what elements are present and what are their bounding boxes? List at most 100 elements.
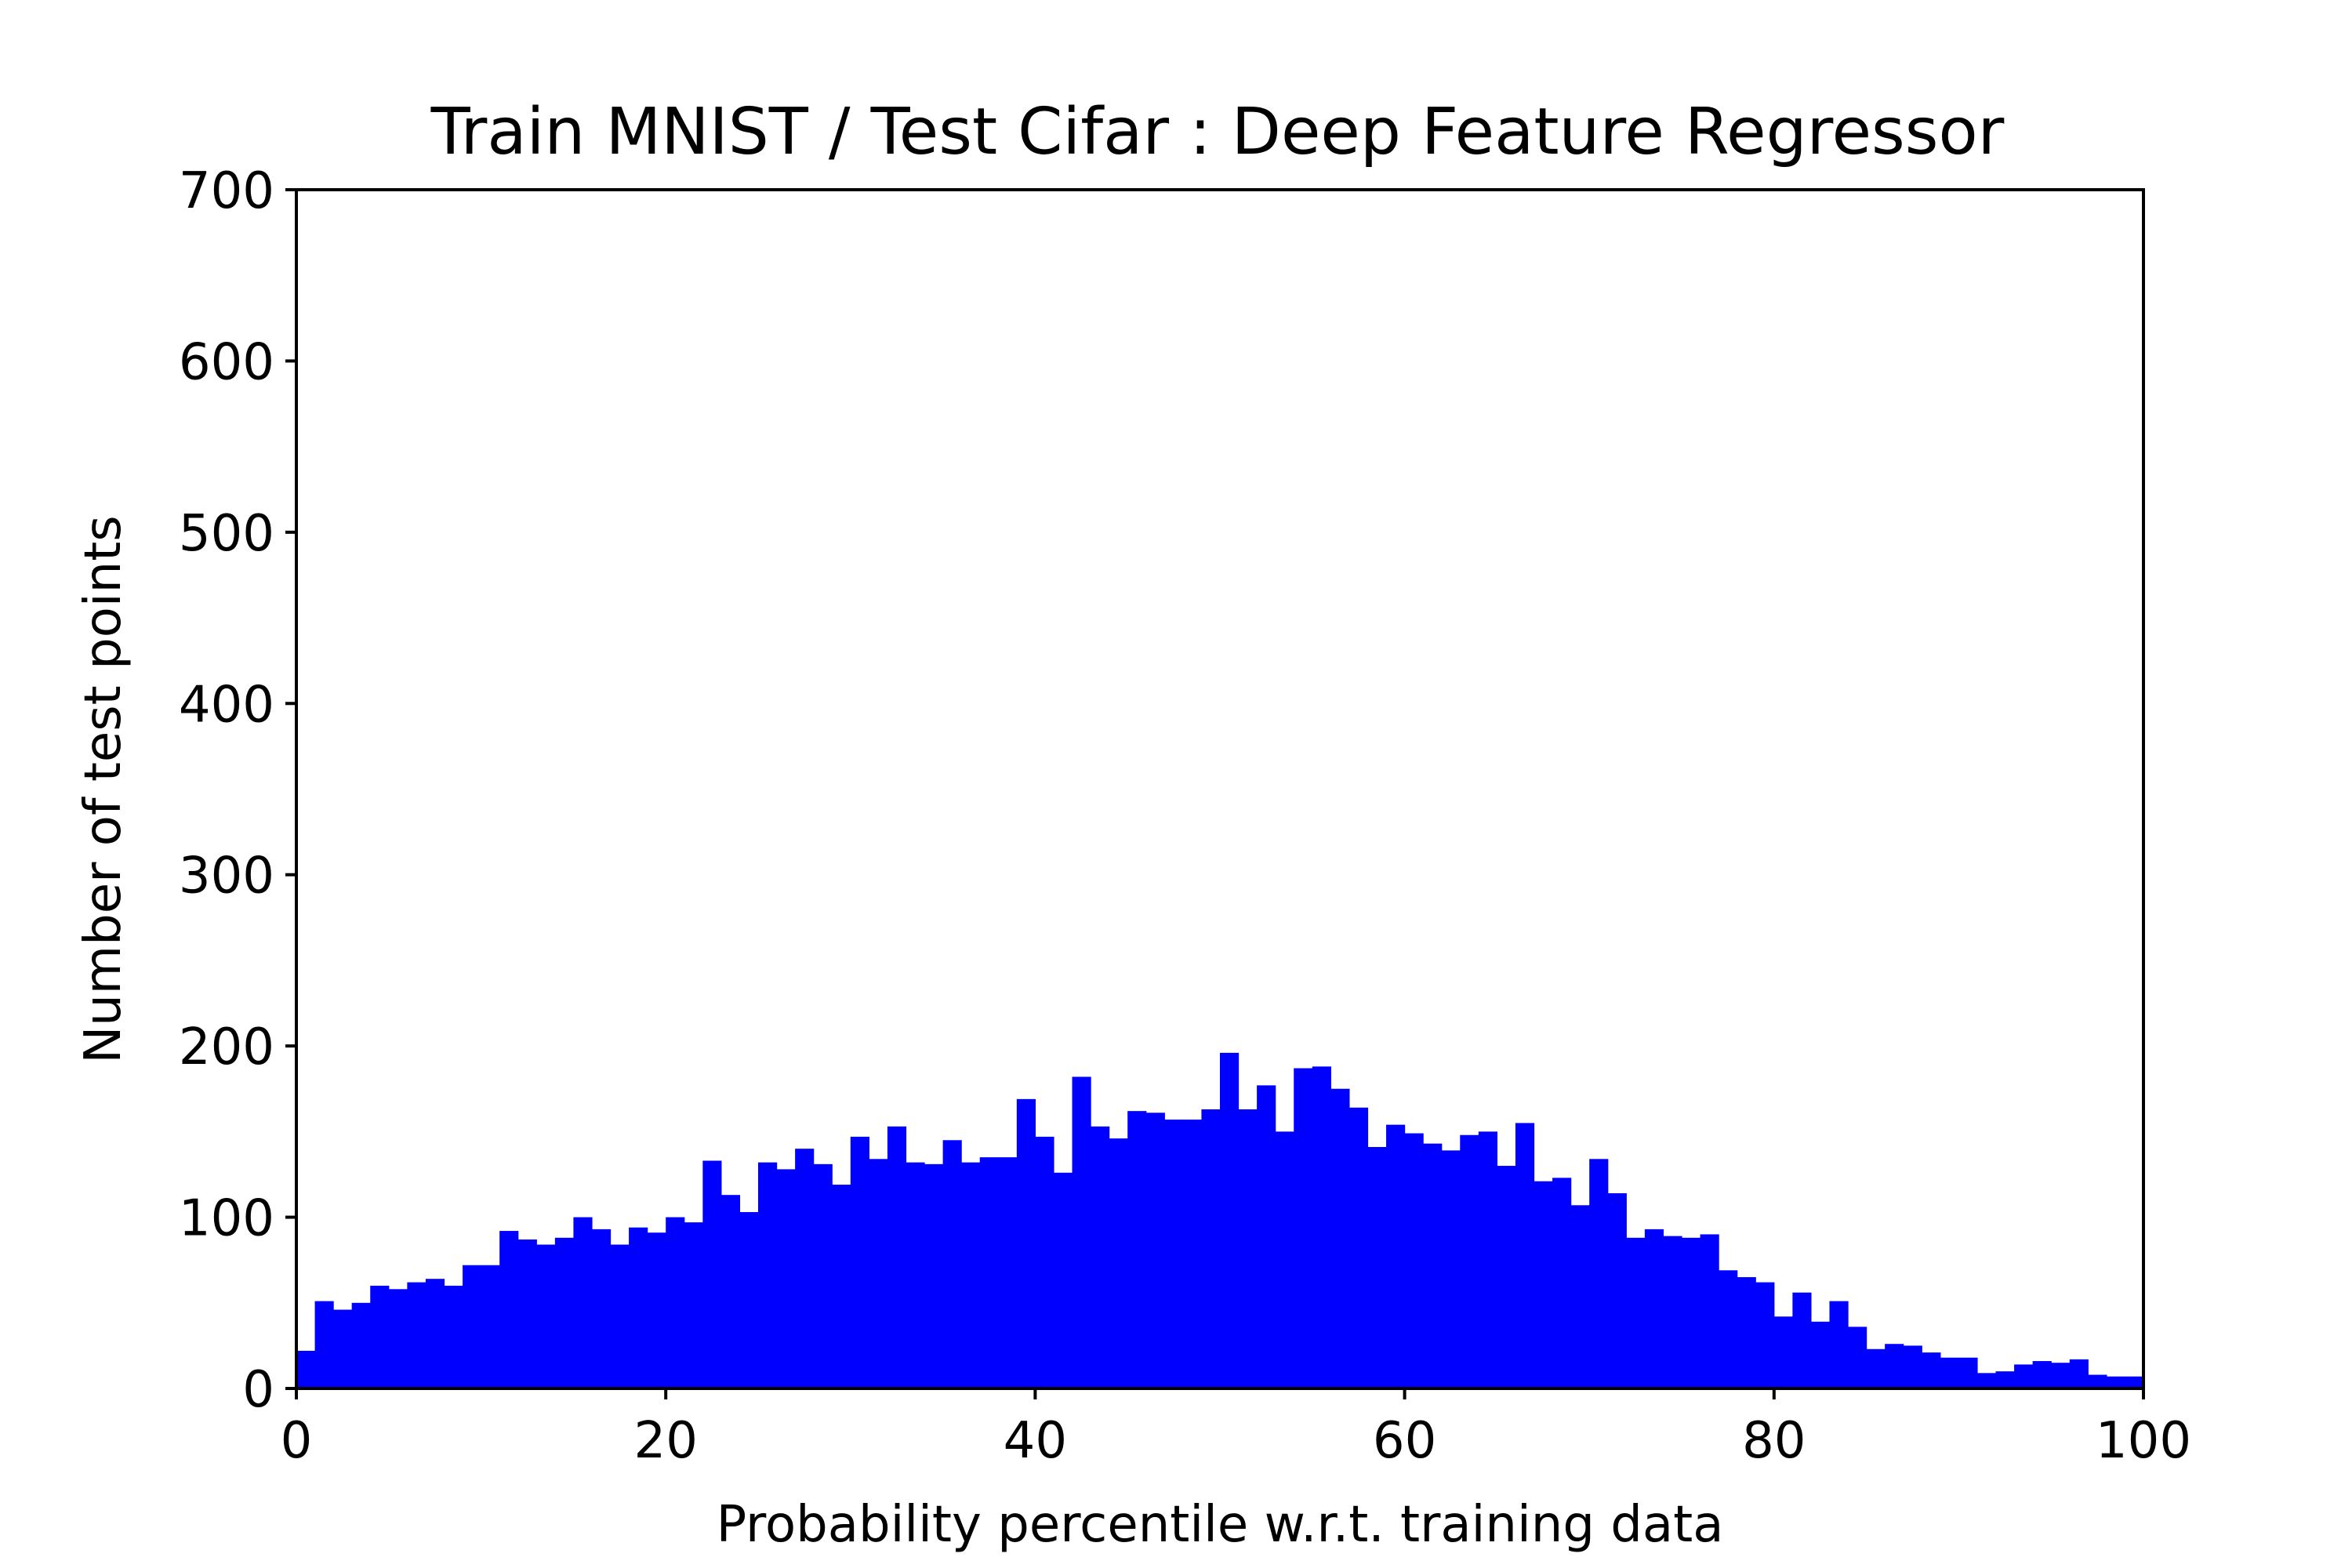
histogram-bar (1940, 1357, 1959, 1388)
y-ticks-group: 0 100 200 300 400 500 600 700 (179, 162, 296, 1419)
histogram-bar (813, 1163, 833, 1388)
histogram-bar (370, 1285, 390, 1388)
histogram-bar (1885, 1344, 1904, 1388)
histogram-bar (1367, 1147, 1387, 1388)
histogram-bar (924, 1163, 944, 1388)
histogram-bar (351, 1302, 371, 1388)
x-tick-label: 80 (1742, 1412, 1806, 1470)
histogram-bar (1145, 1112, 1165, 1388)
histogram-bar (629, 1227, 648, 1388)
histogram-bar (1386, 1124, 1406, 1388)
y-tick-label: 300 (179, 848, 274, 906)
histogram-bar (1478, 1131, 1497, 1388)
histogram-bar (1700, 1234, 1719, 1388)
x-tick-label: 20 (633, 1412, 697, 1470)
histogram-bar (795, 1149, 815, 1388)
histogram-bar (1016, 1098, 1036, 1388)
y-tick-label: 200 (179, 1018, 274, 1076)
y-tick-label: 500 (179, 505, 274, 563)
histogram-bar (1109, 1138, 1128, 1388)
histogram-bar (1848, 1327, 1867, 1388)
histogram-bar (2106, 1376, 2126, 1388)
histogram-bar (1404, 1133, 1424, 1388)
histogram-bar (850, 1136, 869, 1388)
histogram-bar (998, 1157, 1018, 1388)
y-axis-label: Number of test points (74, 515, 132, 1063)
histogram-bar (1755, 1282, 1775, 1388)
x-tick-label: 60 (1373, 1412, 1436, 1470)
histogram-bar (1866, 1348, 1886, 1388)
x-ticks-group: 0 20 40 60 80 100 (281, 1388, 2191, 1470)
histogram-bar (536, 1244, 556, 1388)
histogram-bar (739, 1212, 759, 1388)
histogram-bar (1312, 1066, 1331, 1388)
histogram-bar (1275, 1131, 1294, 1388)
histogram-bar (2051, 1363, 2071, 1388)
histogram-bar (573, 1217, 593, 1388)
histogram-bar (1257, 1085, 1276, 1388)
histogram-bar (591, 1229, 612, 1388)
y-tick-label: 0 (242, 1361, 274, 1419)
bars-group (296, 1052, 2144, 1388)
histogram-bar (1497, 1166, 1516, 1388)
histogram-bar (1903, 1345, 1922, 1388)
x-tick-label: 0 (281, 1412, 313, 1470)
histogram-bar (2125, 1376, 2144, 1388)
histogram-bar (1589, 1159, 1609, 1388)
histogram-bar (1737, 1277, 1756, 1388)
histogram-bar (1035, 1136, 1054, 1388)
histogram-bar (1682, 1237, 1701, 1388)
histogram-bar (832, 1185, 851, 1388)
histogram-bar (463, 1265, 482, 1388)
histogram-bar (2032, 1361, 2052, 1388)
histogram-bar (1552, 1178, 1572, 1388)
histogram-bar (1441, 1150, 1461, 1388)
y-tick-label: 400 (179, 676, 274, 734)
histogram-bar (702, 1160, 722, 1388)
histogram-bar (1201, 1109, 1221, 1388)
histogram-bar (1644, 1229, 1664, 1388)
histogram-bar (1330, 1088, 1350, 1388)
histogram-bar (1995, 1371, 2015, 1388)
x-tick-label: 100 (2096, 1412, 2191, 1470)
histogram-bar (942, 1140, 962, 1388)
histogram-bar (1773, 1316, 1793, 1388)
histogram-bar (296, 1350, 316, 1388)
y-tick-label: 600 (179, 333, 274, 391)
chart-title: Train MNIST / Test Cifar : Deep Feature … (430, 95, 2005, 169)
histogram-bar (1663, 1236, 1682, 1388)
y-tick-label: 700 (179, 162, 274, 220)
histogram-bar (776, 1169, 796, 1388)
histogram-bar (1976, 1373, 1997, 1388)
histogram-bar (1515, 1123, 1535, 1388)
plot-frame (295, 188, 2145, 1390)
histogram-bar (481, 1265, 500, 1388)
histogram-bar (2088, 1374, 2107, 1388)
histogram-bar (1922, 1352, 1941, 1388)
histogram-bar (1182, 1120, 1203, 1388)
histogram-bar (425, 1279, 445, 1388)
histogram-bar (906, 1162, 925, 1388)
histogram-bar (407, 1282, 426, 1388)
histogram-bar (887, 1126, 907, 1388)
histogram-bar (1810, 1321, 1831, 1388)
histogram-bar (647, 1232, 666, 1388)
histogram-bar (1053, 1172, 1073, 1388)
histogram-bar (1829, 1301, 1849, 1388)
histogram-bar (758, 1162, 778, 1388)
histogram-bar (684, 1222, 703, 1388)
histogram-bar (979, 1157, 999, 1388)
histogram-bar (1127, 1111, 1147, 1388)
histogram-bar (1294, 1068, 1313, 1388)
histogram-bar (1792, 1292, 1812, 1388)
histogram-bar (517, 1239, 537, 1388)
y-tick-label: 100 (179, 1190, 274, 1248)
histogram-bar (2014, 1364, 2034, 1388)
histogram-bar (333, 1309, 353, 1388)
histogram-bar (388, 1289, 408, 1388)
histogram-bar (869, 1159, 888, 1388)
histogram-bar (1091, 1126, 1110, 1388)
histogram-bar (2069, 1359, 2089, 1388)
x-tick-label: 40 (1004, 1412, 1067, 1470)
